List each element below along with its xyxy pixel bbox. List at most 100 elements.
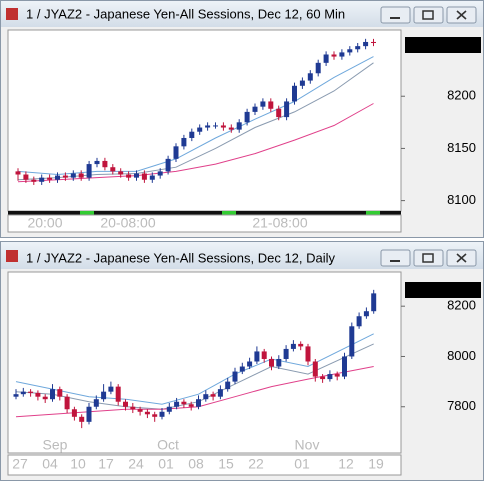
candle-body	[181, 401, 187, 405]
x-tick-label: 12	[338, 456, 354, 472]
candle-body	[371, 41, 376, 44]
candle-body	[371, 293, 377, 312]
candle-body	[203, 394, 209, 400]
window-buttons[interactable]	[380, 249, 477, 267]
y-tick-label: 7800	[447, 398, 476, 413]
minimize-button[interactable]	[380, 6, 411, 24]
candle-body	[323, 54, 329, 63]
candle-body	[276, 108, 282, 118]
candle-body	[28, 391, 34, 393]
chart-window: 1 / JYAZ2 - Japanese Yen-All Sessions, D…	[0, 241, 484, 481]
window-buttons[interactable]	[380, 6, 477, 24]
moving-average	[15, 366, 374, 418]
maximize-button[interactable]	[413, 249, 444, 267]
y-tick-label: 8200	[447, 88, 476, 103]
last-price-label: 8251	[447, 281, 476, 296]
candle-body	[57, 389, 63, 397]
x-tick-label: 10	[70, 456, 86, 472]
candle-body	[305, 346, 311, 362]
candle-body	[144, 411, 150, 415]
minimize-icon	[390, 260, 400, 262]
moving-average	[17, 56, 374, 176]
candle-body	[299, 80, 305, 86]
y-tick-label: 8150	[447, 140, 476, 155]
candle-body	[126, 174, 132, 178]
moving-average	[17, 103, 374, 183]
session-marker	[366, 211, 380, 215]
candle-body	[225, 381, 231, 390]
x-tick-label: 17	[98, 456, 114, 472]
candle-body	[35, 392, 41, 397]
moving-average	[17, 62, 374, 181]
last-price-box	[405, 282, 481, 298]
candle-body	[268, 101, 274, 109]
candle-body	[110, 167, 116, 172]
close-icon	[456, 253, 467, 263]
candle-body	[210, 394, 216, 397]
close-icon	[456, 10, 467, 20]
candle-body	[166, 406, 172, 412]
candle-body	[70, 173, 76, 178]
candle-body	[283, 348, 289, 359]
candle-body	[261, 351, 267, 359]
candle-body	[269, 358, 274, 367]
candle-body	[55, 175, 60, 180]
candle-body	[188, 404, 194, 407]
month-label: Nov	[295, 437, 320, 453]
candle-body	[101, 391, 107, 400]
candle-body	[181, 137, 187, 147]
candle-body	[86, 164, 92, 178]
candle-body	[108, 386, 114, 392]
candle-body	[13, 394, 19, 397]
candle-body	[252, 106, 258, 112]
session-bar	[8, 211, 401, 215]
candle-body	[15, 171, 21, 175]
candle-body	[247, 361, 253, 367]
time-axis	[7, 454, 402, 476]
candle-body	[123, 401, 128, 407]
candle-body	[31, 179, 37, 182]
candle-body	[320, 376, 326, 380]
candle-body	[102, 160, 108, 168]
candle-body	[23, 174, 29, 180]
candle-body	[284, 101, 290, 118]
candle-body	[228, 127, 234, 130]
candle-body	[312, 361, 318, 377]
candle-body	[232, 371, 238, 382]
month-label: Sep	[43, 437, 68, 453]
candle-body	[213, 125, 218, 127]
candle-body	[152, 414, 158, 417]
x-tick-label: 15	[218, 456, 234, 472]
window-title: 1 / JYAZ2 - Japanese Yen-All Sessions, D…	[26, 250, 336, 265]
chart-window: 1 / JYAZ2 - Japanese Yen-All Sessions, D…	[0, 0, 484, 238]
candle-body	[134, 173, 139, 178]
candle-body	[334, 374, 340, 377]
candle-body	[196, 399, 201, 407]
x-tick-label: 22	[248, 456, 264, 472]
candle-body	[197, 127, 203, 132]
y-tick-label: 8100	[447, 192, 476, 207]
minimize-button[interactable]	[380, 249, 411, 267]
x-tick-label: 20:00	[27, 215, 62, 231]
candle-body	[118, 171, 124, 175]
candle-body	[307, 73, 313, 81]
candle-body	[42, 396, 48, 400]
window-title: 1 / JYAZ2 - Japanese Yen-All Sessions, D…	[26, 6, 345, 21]
last-price-label: 8251	[447, 36, 476, 51]
candle-body	[349, 326, 355, 357]
candle-body	[254, 351, 260, 362]
candle-body	[159, 411, 165, 417]
candle-body	[331, 54, 337, 57]
candle-body	[356, 316, 362, 327]
candle-body	[260, 101, 266, 107]
y-tick-label: 8200	[447, 298, 476, 313]
moving-average	[15, 333, 374, 405]
x-tick-label: 01	[294, 456, 310, 472]
candle-body	[141, 173, 147, 180]
candle-body	[244, 111, 250, 123]
candle-body	[327, 374, 333, 380]
maximize-button[interactable]	[413, 6, 444, 24]
candle-body	[298, 343, 304, 347]
plot-area	[7, 271, 402, 454]
